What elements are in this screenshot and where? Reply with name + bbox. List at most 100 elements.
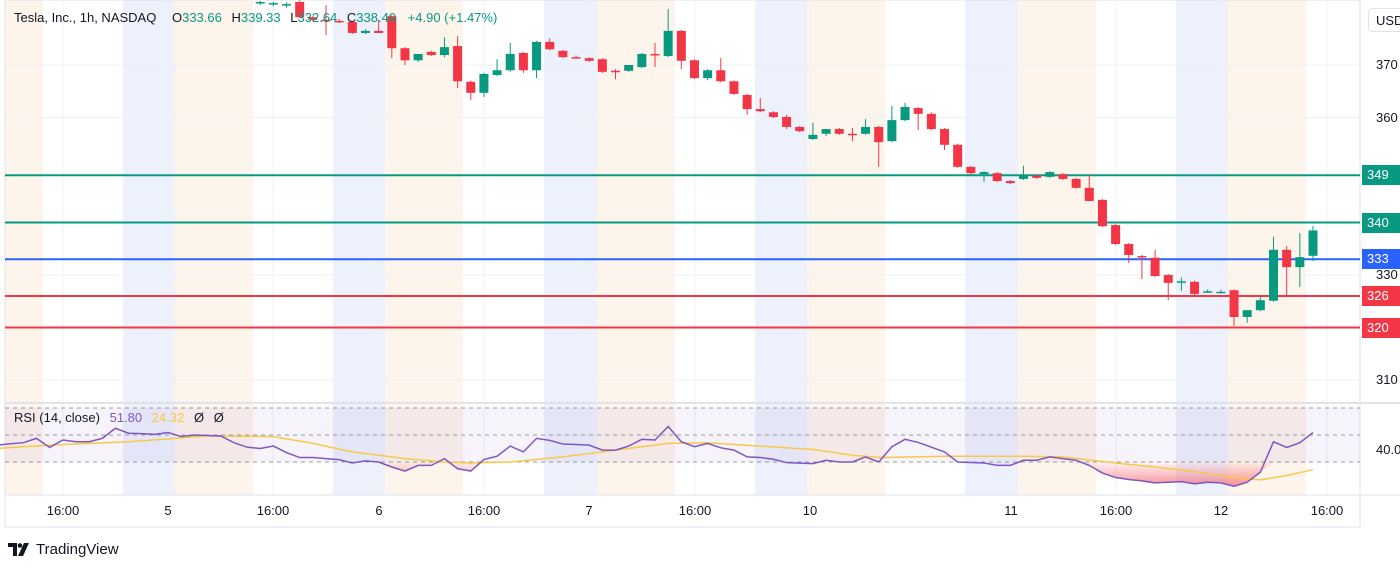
candle-down[interactable]	[782, 116, 792, 127]
candle-up[interactable]	[255, 2, 265, 4]
candle-down[interactable]	[1124, 244, 1134, 256]
candle-up[interactable]	[1295, 257, 1305, 268]
candle-down[interactable]	[1084, 187, 1094, 201]
candle-down[interactable]	[426, 51, 436, 56]
candle-down[interactable]	[1005, 181, 1015, 184]
candle-up[interactable]	[479, 73, 489, 93]
candle-down[interactable]	[795, 126, 805, 132]
candle-down[interactable]	[742, 94, 752, 110]
candle-down[interactable]	[295, 2, 305, 18]
candle-down[interactable]	[676, 30, 686, 61]
candle-down[interactable]	[558, 50, 568, 58]
candle-down[interactable]	[347, 21, 357, 33]
candle-down[interactable]	[1150, 257, 1160, 277]
tradingview-logo[interactable]: TradingView	[8, 541, 119, 558]
price-level-label[interactable]: 333	[1362, 249, 1400, 270]
candle-down[interactable]	[597, 59, 607, 72]
candle-down[interactable]	[1097, 199, 1107, 227]
candle-up[interactable]	[1018, 175, 1028, 179]
candle-down[interactable]	[953, 144, 963, 167]
candle-down[interactable]	[1163, 275, 1173, 283]
time-axis-label: 6	[375, 503, 383, 518]
candle-down[interactable]	[571, 57, 581, 59]
candle-up[interactable]	[505, 53, 515, 71]
high-value: 339.33	[240, 10, 281, 25]
candle-down[interactable]	[1058, 174, 1068, 179]
candle-down[interactable]	[466, 81, 476, 93]
candle-up[interactable]	[861, 126, 871, 134]
candle-down[interactable]	[913, 108, 923, 114]
candle-up[interactable]	[360, 30, 370, 33]
candle-down[interactable]	[834, 129, 844, 134]
candle-up[interactable]	[1176, 281, 1186, 283]
premarket-session-band	[597, 0, 675, 495]
candle-down[interactable]	[1229, 290, 1239, 317]
price-level-label[interactable]: 326	[1362, 286, 1400, 306]
price-level-label[interactable]: 349	[1362, 165, 1400, 186]
candle-down[interactable]	[847, 133, 857, 136]
candle-down[interactable]	[1071, 178, 1081, 188]
candle-down[interactable]	[926, 113, 936, 130]
candle-up[interactable]	[282, 4, 292, 6]
candle-up[interactable]	[979, 172, 989, 175]
candle-up[interactable]	[492, 70, 502, 75]
currency-button[interactable]: USD	[1368, 8, 1400, 32]
candle-down[interactable]	[1190, 281, 1200, 294]
candle-down[interactable]	[545, 41, 555, 50]
candle-down[interactable]	[374, 30, 384, 33]
rsi-title[interactable]: RSI (14, close)	[14, 410, 100, 425]
candle-up[interactable]	[900, 107, 910, 121]
price-level-label[interactable]: 340	[1362, 212, 1400, 233]
candle-down[interactable]	[755, 109, 765, 112]
candle-up[interactable]	[1045, 172, 1055, 177]
candle-down[interactable]	[874, 126, 884, 143]
candle-up[interactable]	[1216, 291, 1226, 294]
candle-up[interactable]	[808, 134, 818, 140]
candle-down[interactable]	[334, 20, 344, 23]
candle-up[interactable]	[821, 129, 831, 134]
candle-down[interactable]	[584, 58, 594, 61]
candle-down[interactable]	[992, 173, 1002, 182]
tradingview-wordmark: TradingView	[36, 541, 119, 558]
candle-up[interactable]	[887, 120, 897, 142]
candle-down[interactable]	[966, 166, 976, 174]
price-level-label[interactable]: 320	[1362, 317, 1400, 338]
candle-up[interactable]	[663, 30, 673, 57]
candle-down[interactable]	[689, 60, 699, 79]
time-axis-label: 7	[585, 503, 593, 518]
candle-up[interactable]	[624, 65, 634, 71]
rsi-legend: RSI (14, close) 51.80 24.32 Ø Ø	[14, 410, 224, 425]
candle-up[interactable]	[1269, 249, 1279, 301]
candle-down[interactable]	[308, 17, 318, 20]
candle-down[interactable]	[716, 70, 726, 82]
candle-down[interactable]	[940, 129, 950, 145]
candle-up[interactable]	[532, 41, 542, 71]
chart-canvas[interactable]	[0, 0, 1400, 530]
candle-down[interactable]	[518, 52, 528, 71]
time-axis-label: 11	[1004, 503, 1018, 518]
candle-down[interactable]	[321, 19, 331, 22]
candle-down[interactable]	[453, 46, 463, 82]
candle-down[interactable]	[400, 48, 410, 61]
candle-up[interactable]	[1242, 310, 1252, 317]
candle-down[interactable]	[1032, 175, 1042, 178]
candle-up[interactable]	[268, 3, 278, 5]
candle-up[interactable]	[1203, 291, 1213, 293]
candle-up[interactable]	[439, 47, 449, 56]
candle-down[interactable]	[1137, 256, 1147, 258]
candle-up[interactable]	[637, 53, 647, 68]
candle-up[interactable]	[413, 53, 423, 61]
candle-up[interactable]	[1308, 230, 1318, 256]
postmarket-session-band	[123, 0, 175, 495]
candle-up[interactable]	[703, 70, 713, 79]
candle-down[interactable]	[768, 112, 778, 117]
candle-down[interactable]	[1111, 225, 1121, 245]
candle-down[interactable]	[650, 53, 660, 56]
candle-down[interactable]	[729, 81, 739, 94]
chart-area[interactable]	[0, 0, 1400, 530]
symbol-title[interactable]: Tesla, Inc., 1h, NASDAQ	[14, 10, 157, 25]
candle-up[interactable]	[1255, 300, 1265, 311]
candle-down[interactable]	[611, 70, 621, 73]
candle-down[interactable]	[387, 16, 397, 49]
candle-down[interactable]	[1282, 249, 1292, 268]
